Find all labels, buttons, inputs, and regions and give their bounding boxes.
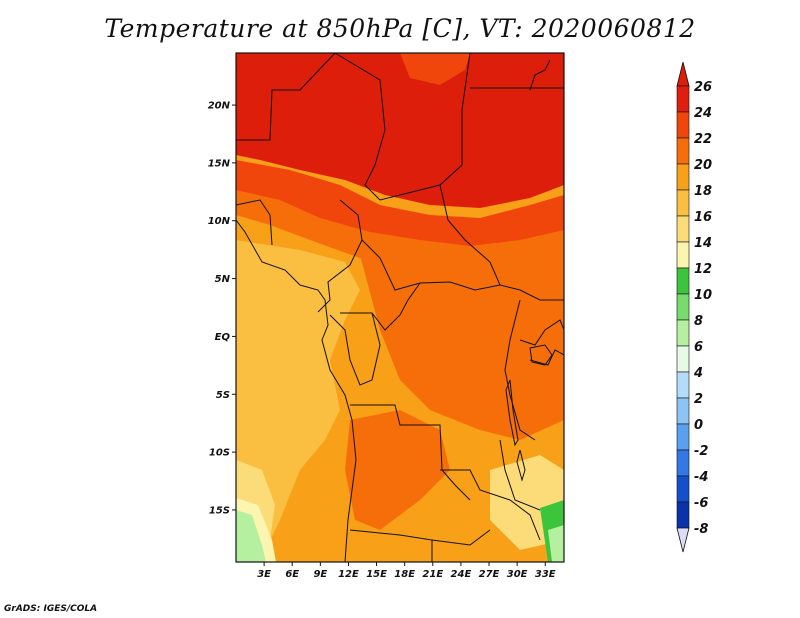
colorbar-segment bbox=[676, 319, 690, 347]
lon-tick-label: 6E bbox=[285, 569, 299, 580]
colorbar-label: 10 bbox=[694, 288, 712, 303]
colorbar-label: -6 bbox=[694, 496, 708, 511]
border-angola-south bbox=[349, 529, 433, 562]
temperature-field bbox=[236, 53, 564, 562]
coastline-west bbox=[236, 219, 357, 562]
colorbar-segment bbox=[676, 501, 690, 529]
colorbar-label: 16 bbox=[694, 210, 712, 225]
colorbar-segment bbox=[676, 423, 690, 451]
colorbar-segment bbox=[676, 85, 690, 113]
colorbar-segment bbox=[676, 371, 690, 399]
lat-tick-label: 15N bbox=[208, 158, 231, 169]
border-gabon bbox=[329, 312, 381, 386]
field-central-22 bbox=[360, 245, 564, 440]
grads-credit: GrADS: IGES/COLA bbox=[4, 604, 98, 614]
colorbar-label: 2 bbox=[694, 392, 703, 407]
colorbar-segment bbox=[676, 111, 690, 139]
colorbar-label: 0 bbox=[694, 418, 703, 433]
colorbar-label: 24 bbox=[694, 106, 712, 121]
field-sahara-26 bbox=[236, 53, 564, 208]
lat-tick-label: 10N bbox=[208, 216, 231, 227]
colorbar-segment bbox=[676, 397, 690, 425]
colorbar-segment bbox=[676, 137, 690, 165]
colorbar-label: 18 bbox=[694, 184, 712, 199]
lon-tick-label: 3E bbox=[257, 569, 271, 580]
colorbar-segment bbox=[676, 189, 690, 217]
colorbar-segment bbox=[676, 163, 690, 191]
field-south-22 bbox=[345, 410, 450, 530]
field-north-24 bbox=[400, 53, 470, 85]
map-title: Temperature at 850hPa [C], VT: 202006081… bbox=[104, 14, 696, 43]
colorbar-bottom-arrow bbox=[676, 527, 690, 553]
border-sahara-1 bbox=[236, 53, 336, 141]
field-se-8 bbox=[548, 525, 564, 562]
border-zambia bbox=[440, 469, 541, 541]
colorbar-label: 4 bbox=[693, 366, 703, 381]
border-east-lakes bbox=[519, 319, 564, 346]
lake-malawi bbox=[516, 449, 526, 482]
colorbar-label: 26 bbox=[694, 80, 712, 95]
lon-tick-label: 18E bbox=[394, 569, 415, 580]
field-sw-8 bbox=[236, 510, 266, 562]
lon-tick-label: 9E bbox=[313, 569, 327, 580]
colorbar-label: 22 bbox=[694, 132, 712, 147]
colorbar-segment bbox=[676, 449, 690, 477]
lon-tick-label: 27E bbox=[479, 569, 500, 580]
lake-victoria bbox=[529, 344, 553, 366]
colorbar-label: 12 bbox=[694, 262, 712, 277]
border-cameroon bbox=[317, 199, 363, 313]
lat-tick-label: 5N bbox=[215, 274, 231, 285]
lon-tick-label: 30E bbox=[507, 569, 528, 580]
border-congo bbox=[340, 282, 421, 331]
border-nigeria bbox=[236, 199, 273, 246]
border-sahara-2 bbox=[334, 53, 386, 201]
border-namibia bbox=[431, 529, 491, 546]
lon-tick-label: 33E bbox=[535, 569, 556, 580]
border-east-2 bbox=[529, 349, 564, 366]
colorbar-segment bbox=[676, 293, 690, 321]
field-west-18 bbox=[236, 240, 360, 562]
colorbar-segment bbox=[676, 345, 690, 373]
colorbar-top-arrow bbox=[676, 61, 690, 87]
border-mozambique bbox=[499, 439, 541, 511]
latitude-ticks: 20N 15N 10N 5N EQ 5S 10S 15S bbox=[208, 101, 236, 516]
colorbar-label: 6 bbox=[694, 340, 703, 355]
colorbar-segment bbox=[676, 215, 690, 243]
border-drc-east bbox=[504, 299, 536, 441]
border-sahara-3 bbox=[379, 53, 471, 201]
lat-tick-label: 5S bbox=[216, 390, 230, 401]
colorbar-label: 20 bbox=[694, 158, 712, 173]
lon-tick-label: 21E bbox=[422, 569, 443, 580]
lat-tick-label: EQ bbox=[215, 332, 231, 343]
longitude-ticks: 3E 6E 9E 12E 15E 18E 21E 24E 27E 30E 33E bbox=[257, 562, 556, 580]
colorbar-segment bbox=[676, 267, 690, 295]
colorbar-label: -2 bbox=[694, 444, 708, 459]
lat-tick-label: 15S bbox=[209, 505, 230, 516]
country-borders bbox=[236, 53, 564, 562]
border-chad-sudan bbox=[439, 184, 564, 301]
colorbar-label: -4 bbox=[694, 470, 708, 485]
lat-tick-label: 10S bbox=[209, 448, 230, 459]
lon-tick-label: 12E bbox=[338, 569, 359, 580]
colorbar-label: -8 bbox=[694, 522, 708, 537]
colorbar-label: 8 bbox=[694, 314, 703, 329]
lat-tick-label: 20N bbox=[208, 101, 231, 112]
field-sahel-24 bbox=[236, 160, 564, 246]
colorbar-segment bbox=[676, 475, 690, 503]
map-frame bbox=[235, 52, 565, 563]
border-drc-angola bbox=[350, 404, 471, 501]
lake-tanganyika bbox=[505, 379, 519, 447]
red-sea-coast bbox=[529, 59, 551, 91]
lon-tick-label: 15E bbox=[366, 569, 387, 580]
colorbar-segment bbox=[676, 241, 690, 269]
lon-tick-label: 24E bbox=[451, 569, 472, 580]
colorbar-label: 14 bbox=[694, 236, 712, 251]
